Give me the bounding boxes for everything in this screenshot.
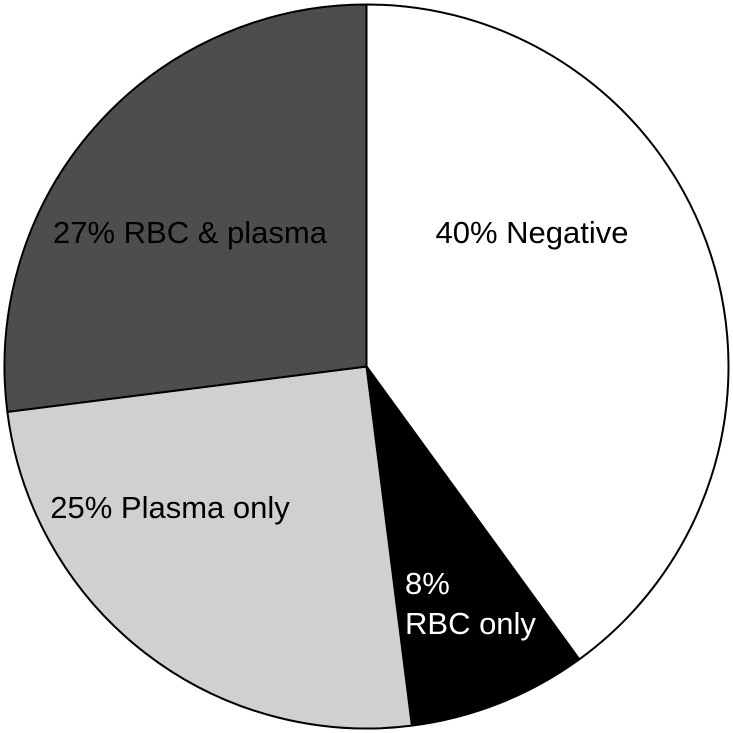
pie-slice-label-line: 40% Negative [435,215,628,250]
pie-slice-2 [365,365,581,727]
pie-slice-4 [3,3,368,413]
pie-slice-label-line: 25% Plasma only [50,490,290,525]
pie-slice-3 [6,365,413,730]
pie-slice-label-1: 40% Negative [435,215,628,250]
pie-slice-1 [365,3,730,661]
pie-slice-label-3: 25% Plasma only [50,490,290,525]
pie-slice-label-line: 27% RBC & plasma [53,215,328,250]
labels-layer: 40% Negative 8% RBC only 25% Plasma only 27%… [50,215,628,641]
pie-slice-label-4: 27% RBC & plasma [53,215,328,250]
slices-layer [3,3,730,730]
pie-slice-label-line: 8% [405,566,450,601]
pie-slice-label-2: 8% RBC only [405,566,536,641]
pie-slice-label-line: RBC only [405,606,536,641]
